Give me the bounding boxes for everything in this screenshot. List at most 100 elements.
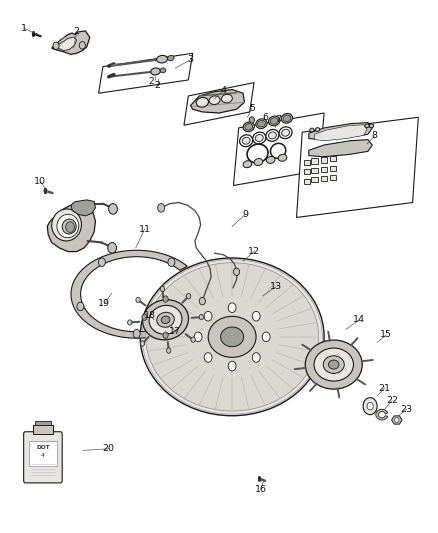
Ellipse shape xyxy=(245,124,253,130)
Text: 23: 23 xyxy=(400,405,413,414)
Ellipse shape xyxy=(208,317,256,357)
Text: 4: 4 xyxy=(220,86,226,95)
Text: 19: 19 xyxy=(98,300,110,308)
Bar xyxy=(304,169,310,174)
Circle shape xyxy=(168,258,175,266)
Ellipse shape xyxy=(266,156,275,164)
Ellipse shape xyxy=(328,360,339,369)
Polygon shape xyxy=(309,140,372,157)
Bar xyxy=(304,160,310,165)
Ellipse shape xyxy=(310,128,314,132)
Bar xyxy=(321,157,327,163)
Circle shape xyxy=(99,258,106,266)
Ellipse shape xyxy=(221,327,244,346)
Circle shape xyxy=(204,311,212,321)
Circle shape xyxy=(108,243,117,253)
Circle shape xyxy=(79,42,85,49)
Circle shape xyxy=(228,303,236,312)
Circle shape xyxy=(194,332,202,342)
Circle shape xyxy=(158,204,165,212)
Polygon shape xyxy=(52,31,90,54)
Ellipse shape xyxy=(157,312,174,327)
Circle shape xyxy=(77,302,84,311)
Ellipse shape xyxy=(157,55,167,63)
Bar xyxy=(33,425,53,434)
Ellipse shape xyxy=(314,348,353,381)
Circle shape xyxy=(252,311,260,321)
Text: 9: 9 xyxy=(242,210,248,219)
Ellipse shape xyxy=(282,129,290,136)
Ellipse shape xyxy=(365,124,369,128)
Text: 14: 14 xyxy=(353,316,365,324)
Ellipse shape xyxy=(247,144,268,163)
Ellipse shape xyxy=(268,116,280,126)
Ellipse shape xyxy=(146,263,318,411)
Text: 2: 2 xyxy=(148,77,154,85)
Circle shape xyxy=(252,353,260,362)
Ellipse shape xyxy=(209,96,220,104)
Polygon shape xyxy=(314,125,367,141)
Polygon shape xyxy=(56,37,77,51)
Ellipse shape xyxy=(256,119,267,128)
Ellipse shape xyxy=(151,68,160,75)
Circle shape xyxy=(133,329,140,338)
Bar xyxy=(35,421,51,425)
Ellipse shape xyxy=(168,55,174,61)
Text: 17: 17 xyxy=(169,327,181,336)
Bar xyxy=(29,441,57,466)
Text: 2: 2 xyxy=(74,28,80,36)
Ellipse shape xyxy=(222,94,232,103)
Text: 13: 13 xyxy=(270,282,282,291)
Text: 12: 12 xyxy=(248,247,260,256)
Text: 11: 11 xyxy=(138,225,151,233)
Bar xyxy=(321,167,327,172)
Ellipse shape xyxy=(196,98,208,107)
Bar xyxy=(330,175,336,180)
Polygon shape xyxy=(233,113,324,185)
Circle shape xyxy=(163,296,168,302)
Ellipse shape xyxy=(57,214,79,238)
Circle shape xyxy=(127,320,132,325)
Bar xyxy=(304,179,310,184)
Ellipse shape xyxy=(315,127,320,132)
Text: 6: 6 xyxy=(262,113,268,122)
Circle shape xyxy=(187,294,191,299)
Circle shape xyxy=(163,332,168,338)
Circle shape xyxy=(53,42,59,50)
Ellipse shape xyxy=(242,137,250,144)
Ellipse shape xyxy=(143,300,188,340)
Ellipse shape xyxy=(160,68,166,73)
Text: 4: 4 xyxy=(41,453,45,458)
Ellipse shape xyxy=(243,122,254,132)
Bar xyxy=(330,156,336,161)
Circle shape xyxy=(136,297,140,303)
Bar xyxy=(321,176,327,181)
Circle shape xyxy=(363,398,377,415)
Ellipse shape xyxy=(271,143,286,158)
Ellipse shape xyxy=(305,340,362,389)
Circle shape xyxy=(166,348,171,353)
Text: 7: 7 xyxy=(275,116,281,124)
Polygon shape xyxy=(184,83,254,125)
Circle shape xyxy=(249,117,254,123)
Ellipse shape xyxy=(254,158,263,166)
Text: 2: 2 xyxy=(155,81,161,90)
Circle shape xyxy=(140,341,145,346)
Ellipse shape xyxy=(243,160,252,168)
Text: 3: 3 xyxy=(187,55,194,64)
Text: 5: 5 xyxy=(249,104,255,112)
Circle shape xyxy=(395,417,399,423)
Ellipse shape xyxy=(149,305,182,334)
Circle shape xyxy=(204,353,212,362)
Bar xyxy=(330,166,336,171)
Circle shape xyxy=(199,297,205,305)
Polygon shape xyxy=(309,123,372,140)
Polygon shape xyxy=(47,201,95,252)
FancyBboxPatch shape xyxy=(24,432,62,483)
Polygon shape xyxy=(392,416,402,424)
Ellipse shape xyxy=(258,120,265,127)
Text: 10: 10 xyxy=(34,177,46,185)
Text: 1: 1 xyxy=(21,24,27,33)
Ellipse shape xyxy=(281,114,293,123)
Text: 16: 16 xyxy=(254,485,267,494)
